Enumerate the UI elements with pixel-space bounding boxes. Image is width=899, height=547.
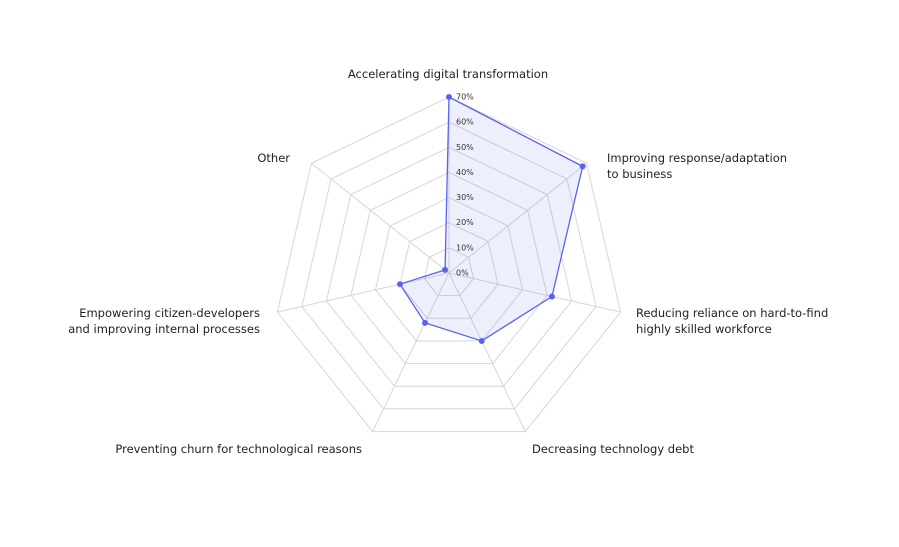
data-area: [398, 95, 584, 342]
r-tick-label: 70%: [456, 93, 474, 102]
axis-label: Accelerating digital transformation: [347, 67, 549, 81]
data-point: [548, 293, 555, 300]
grid-spoke: [311, 162, 450, 274]
data-point: [442, 266, 449, 273]
data-point: [396, 281, 403, 288]
grid-ring: [399, 222, 499, 319]
grid-ring: [276, 96, 622, 433]
axis-label: Improving response/adaptation to busines…: [607, 151, 788, 181]
grid-spoke: [448, 272, 621, 313]
grid-spoke: [448, 272, 526, 432]
grid-ring: [423, 247, 475, 297]
axis-label: Other: [257, 151, 290, 165]
axis-label: Decreasing technology debt: [532, 442, 694, 456]
grid-spoke: [372, 272, 450, 432]
axis-label: Empowering citizen-developers and improv…: [68, 306, 260, 336]
data-point: [579, 163, 586, 170]
axis-label: Preventing churn for technological reaso…: [115, 442, 362, 456]
data-point: [446, 94, 452, 100]
grid-spoke: [277, 272, 450, 313]
r-tick-label: 10%: [456, 243, 474, 252]
axis-label: Reducing reliance on hard-to-find highly…: [636, 306, 829, 336]
grid-ring: [374, 197, 524, 342]
r-tick-label: 0%: [456, 269, 469, 278]
r-tick-label: 60%: [456, 118, 474, 127]
r-tick-label: 20%: [456, 218, 474, 227]
data-point: [478, 337, 485, 344]
r-tick-label: 40%: [456, 168, 474, 177]
r-tick-label: 30%: [456, 193, 474, 202]
grid-ring: [325, 146, 573, 387]
grid-ring: [301, 121, 597, 410]
data-point: [422, 319, 429, 326]
grid-ring: [350, 171, 548, 365]
grid-spoke: [448, 162, 587, 274]
r-tick-label: 50%: [456, 143, 474, 152]
